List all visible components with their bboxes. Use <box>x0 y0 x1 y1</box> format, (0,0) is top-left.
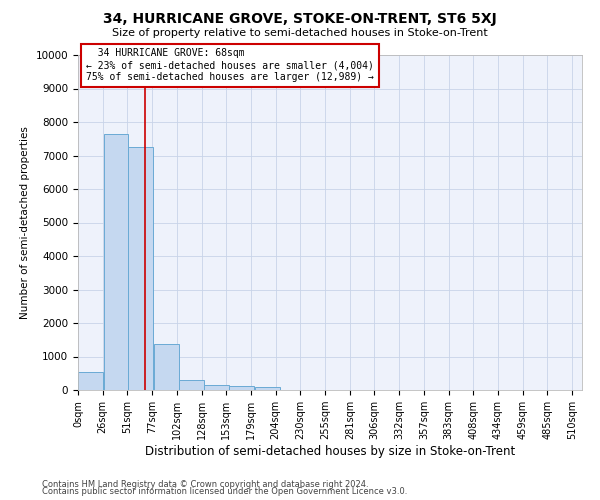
X-axis label: Distribution of semi-detached houses by size in Stoke-on-Trent: Distribution of semi-detached houses by … <box>145 445 515 458</box>
Bar <box>205 384 229 390</box>
Bar <box>179 380 203 390</box>
Bar <box>128 147 153 390</box>
Bar <box>154 344 179 390</box>
Bar <box>78 372 103 390</box>
Y-axis label: Number of semi-detached properties: Number of semi-detached properties <box>20 126 30 319</box>
Text: 34 HURRICANE GROVE: 68sqm
← 23% of semi-detached houses are smaller (4,004)
75% : 34 HURRICANE GROVE: 68sqm ← 23% of semi-… <box>86 48 374 82</box>
Text: Contains HM Land Registry data © Crown copyright and database right 2024.: Contains HM Land Registry data © Crown c… <box>42 480 368 489</box>
Bar <box>229 386 254 390</box>
Text: 34, HURRICANE GROVE, STOKE-ON-TRENT, ST6 5XJ: 34, HURRICANE GROVE, STOKE-ON-TRENT, ST6… <box>103 12 497 26</box>
Text: Contains public sector information licensed under the Open Government Licence v3: Contains public sector information licen… <box>42 487 407 496</box>
Bar <box>104 134 128 390</box>
Bar <box>255 386 280 390</box>
Text: Size of property relative to semi-detached houses in Stoke-on-Trent: Size of property relative to semi-detach… <box>112 28 488 38</box>
